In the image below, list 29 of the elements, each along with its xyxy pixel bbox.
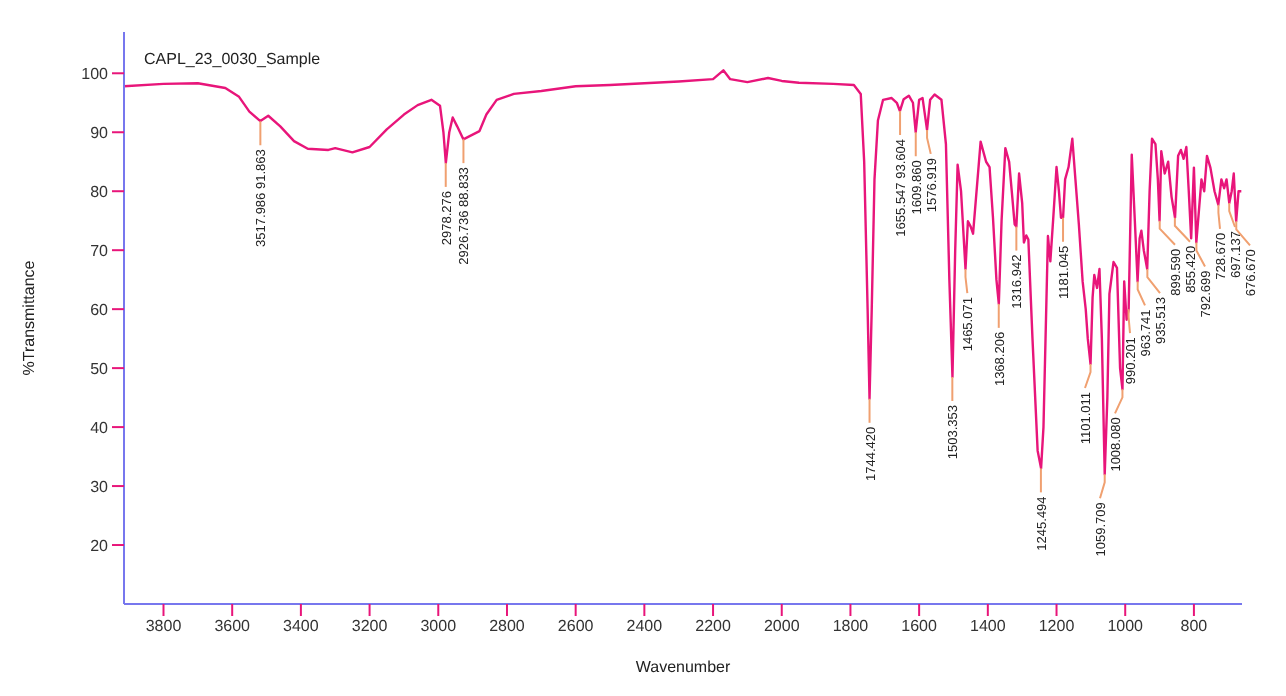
x-tick-label: 3800 [145,617,183,636]
text: CAPL_23_0030_Sample [144,50,322,68]
x-axis-title: Wavenumber [635,658,731,676]
y-tick-label: 90 [90,123,110,142]
y-axis-title: %Transmittance [19,259,38,376]
y-tick-label: 80 [90,182,110,201]
y-tick-label: 60 [90,300,110,319]
x-tick-label: 2600 [557,617,595,636]
x-tick-label: 1400 [970,617,1007,636]
y-tick-label: 70 [90,241,110,260]
x-tick-label: 1800 [832,617,870,636]
y-tick-label: 50 [90,359,110,378]
y-tick-label: 30 [90,477,110,496]
line-series [124,69,1242,476]
x-tick-label: 3600 [214,617,252,636]
y-tick-label: 100 [81,64,110,83]
x-tick-label: 1200 [1038,617,1076,636]
x-tick-label: 2800 [489,617,526,636]
x-tick-label: 1000 [1107,617,1145,636]
y-tick-label: 40 [90,418,110,437]
y-tick-label: 20 [90,536,110,555]
x-tick-label: 2200 [695,617,732,636]
x-tick-label: 3400 [283,617,320,636]
x-tick-label: 3200 [351,617,389,636]
x-tick-label: 3000 [420,617,458,636]
x-tick-label: 2400 [626,617,664,636]
x-tick-label: 2000 [763,617,801,636]
x-tick-label: 800 [1180,617,1209,636]
x-tick-label: 1600 [901,617,939,636]
